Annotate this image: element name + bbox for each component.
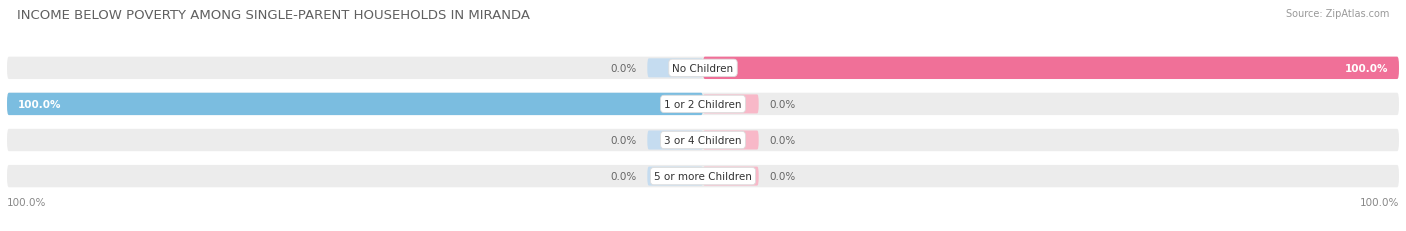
Text: INCOME BELOW POVERTY AMONG SINGLE-PARENT HOUSEHOLDS IN MIRANDA: INCOME BELOW POVERTY AMONG SINGLE-PARENT… [17, 9, 530, 22]
FancyBboxPatch shape [703, 131, 759, 150]
Text: 0.0%: 0.0% [610, 135, 637, 145]
FancyBboxPatch shape [7, 57, 1399, 80]
FancyBboxPatch shape [7, 93, 703, 116]
FancyBboxPatch shape [7, 165, 1399, 188]
Text: 100.0%: 100.0% [1360, 197, 1399, 207]
FancyBboxPatch shape [647, 59, 703, 78]
Text: 100.0%: 100.0% [7, 197, 46, 207]
Text: 1 or 2 Children: 1 or 2 Children [664, 100, 742, 109]
Text: Source: ZipAtlas.com: Source: ZipAtlas.com [1285, 9, 1389, 19]
Text: 0.0%: 0.0% [610, 64, 637, 73]
Text: 0.0%: 0.0% [610, 171, 637, 181]
Text: 100.0%: 100.0% [17, 100, 60, 109]
FancyBboxPatch shape [647, 131, 703, 150]
Text: 3 or 4 Children: 3 or 4 Children [664, 135, 742, 145]
FancyBboxPatch shape [647, 167, 703, 186]
Text: No Children: No Children [672, 64, 734, 73]
Text: 5 or more Children: 5 or more Children [654, 171, 752, 181]
Text: 0.0%: 0.0% [769, 100, 796, 109]
Text: 0.0%: 0.0% [769, 135, 796, 145]
Text: 100.0%: 100.0% [1346, 64, 1389, 73]
FancyBboxPatch shape [7, 93, 1399, 116]
FancyBboxPatch shape [703, 167, 759, 186]
FancyBboxPatch shape [703, 57, 1399, 80]
FancyBboxPatch shape [703, 95, 759, 114]
FancyBboxPatch shape [7, 129, 1399, 152]
Text: 0.0%: 0.0% [769, 171, 796, 181]
